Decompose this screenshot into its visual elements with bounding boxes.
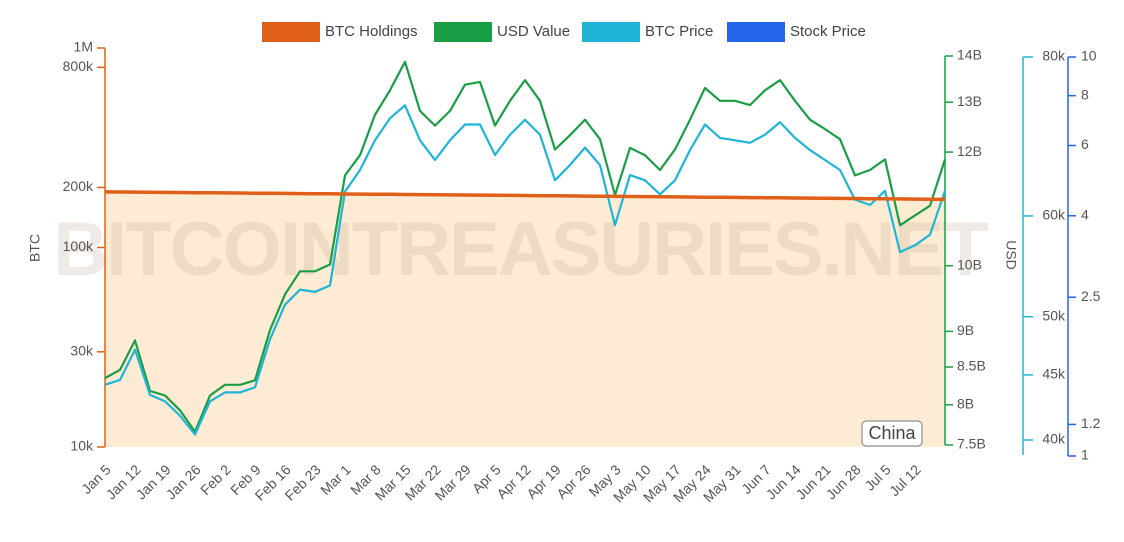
y-axis-label: BTC	[27, 234, 43, 262]
series-line	[104, 190, 946, 202]
y2-tick-label: 7.5B	[957, 436, 986, 452]
series-line	[104, 104, 947, 436]
y-tick-label: 100k	[63, 238, 94, 254]
y2-tick-label: 8B	[957, 395, 974, 411]
y2-tick-label: 8.5B	[957, 358, 986, 374]
y4-tick-label: 4	[1081, 206, 1089, 222]
y2-axis-label: USD	[1003, 240, 1019, 270]
y4-tick-label: 2.5	[1081, 288, 1101, 304]
y2-tick-label: 12B	[957, 143, 982, 159]
y4-tick-label: 1	[1081, 447, 1089, 463]
annotation-box	[861, 420, 923, 447]
y4-tick-label: 8	[1081, 86, 1089, 102]
legend-swatch	[727, 22, 785, 42]
series-area	[105, 191, 945, 447]
legend-swatch	[582, 22, 640, 42]
legend-label: Stock Price	[790, 23, 866, 40]
y2-tick-label: 9B	[957, 322, 974, 338]
series-line	[104, 60, 947, 433]
y4-tick-label: 6	[1081, 136, 1089, 152]
legend-label: BTC Price	[645, 23, 713, 40]
y3-tick-label: 80k	[1042, 48, 1066, 64]
annotation: China	[868, 423, 916, 443]
y4-tick-label: 10	[1081, 48, 1097, 64]
y3-tick-label: 40k	[1042, 431, 1066, 447]
legend-label: USD Value	[497, 23, 570, 40]
legend-swatch	[434, 22, 492, 42]
y-tick-label: 800k	[63, 58, 94, 74]
watermark: BITCOINTREASURIES.NET	[53, 207, 988, 292]
y2-tick-label: 13B	[957, 93, 982, 109]
y4-tick-label: 1.2	[1081, 415, 1101, 431]
y3-tick-label: 60k	[1042, 207, 1066, 223]
y-tick-label: 200k	[63, 178, 94, 194]
legend-swatch	[262, 22, 320, 42]
y-tick-label: 30k	[70, 343, 94, 359]
y3-tick-label: 45k	[1042, 366, 1066, 382]
legend-label: BTC Holdings	[325, 23, 418, 40]
y-tick-label: 10k	[70, 438, 94, 454]
y-tick-label: 1M	[74, 39, 93, 55]
y3-tick-label: 50k	[1042, 307, 1066, 323]
y2-tick-label: 14B	[957, 47, 982, 63]
area-layer	[105, 191, 945, 447]
y2-tick-label: 10B	[957, 256, 982, 272]
